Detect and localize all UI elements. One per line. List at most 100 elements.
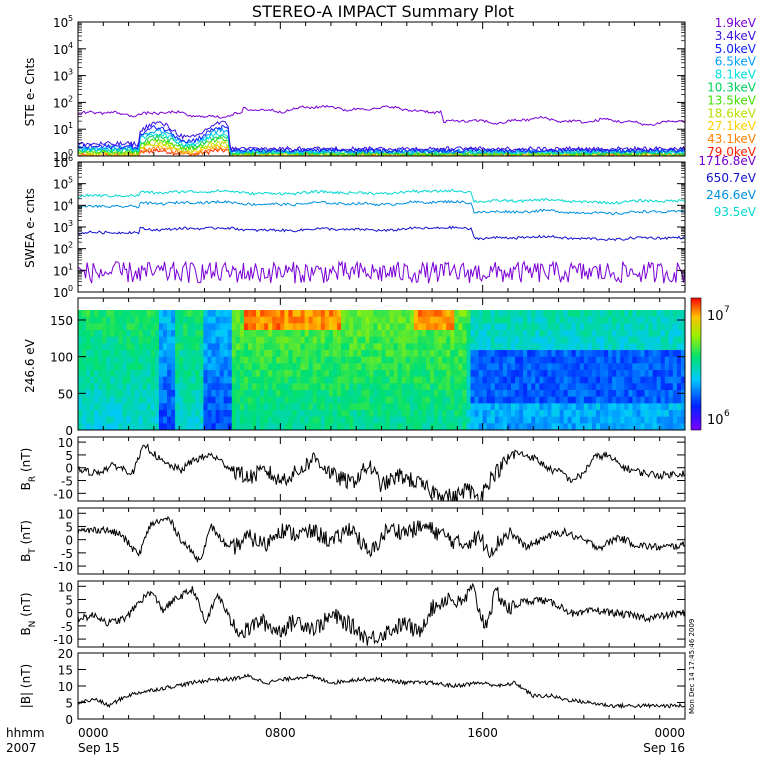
heatmap-cell (555, 330, 560, 338)
heatmap-cell (134, 403, 140, 411)
y-tick-label: -5 (61, 475, 73, 489)
heatmap-cell (466, 370, 471, 378)
heatmap-cell (162, 343, 168, 351)
heatmap-cell (211, 403, 216, 411)
heatmap-cell (207, 316, 212, 324)
heatmap-cell (316, 416, 322, 424)
heatmap-cell (369, 323, 374, 331)
heatmap-cell (519, 403, 524, 411)
heatmap-cell (146, 396, 152, 404)
heatmap-cell (369, 363, 374, 371)
heatmap-cell (567, 403, 573, 411)
heatmap-cell (361, 336, 366, 344)
heatmap-cell (199, 316, 204, 324)
heatmap-cell (551, 383, 556, 391)
heatmap-cell (377, 376, 382, 384)
heatmap-cell (377, 403, 382, 411)
heatmap-cell (539, 370, 544, 378)
heatmap-cell (349, 410, 354, 418)
heatmap-cell (264, 370, 269, 378)
heatmap-cell (640, 363, 645, 371)
heatmap-cell (575, 330, 581, 338)
heatmap-cell (519, 316, 524, 324)
heatmap-cell (401, 376, 407, 384)
heatmap-cell (676, 323, 682, 331)
heatmap-cell (539, 310, 544, 318)
heatmap-cell (264, 330, 269, 338)
heatmap-cell (175, 383, 180, 391)
heatmap-cell (397, 383, 403, 391)
heatmap-cell (353, 350, 358, 358)
heatmap-cell (490, 410, 496, 418)
heatmap-cell (235, 416, 241, 424)
heatmap-cell (187, 403, 192, 411)
heatmap-cell (134, 396, 140, 404)
heatmap-cell (591, 403, 597, 411)
heatmap-cell (494, 410, 500, 418)
heatmap-cell (571, 310, 577, 318)
heatmap-cell (612, 390, 617, 398)
heatmap-cell (203, 316, 208, 324)
heatmap-cell (494, 423, 500, 431)
heatmap-cell (474, 356, 480, 364)
heatmap-cell (336, 330, 342, 338)
heatmap-cell (551, 350, 556, 358)
heatmap-cell (676, 350, 682, 358)
heatmap-cell (567, 416, 573, 424)
heatmap-cell (162, 383, 168, 391)
heatmap-cell (531, 383, 536, 391)
heatmap-cell (179, 376, 184, 384)
heatmap-cell (377, 356, 382, 364)
heatmap-cell (211, 350, 216, 358)
heatmap-cell (579, 363, 585, 371)
heatmap-cell (106, 423, 111, 431)
time-tick-label: 0000 (78, 726, 109, 740)
heatmap-cell (486, 330, 492, 338)
heatmap-cell (247, 403, 253, 411)
heatmap-cell (284, 350, 289, 358)
heatmap-cell (604, 316, 609, 324)
heatmap-cell (430, 356, 435, 364)
heatmap-cell (260, 396, 265, 404)
heatmap-cell (648, 330, 654, 338)
heatmap-cell (215, 390, 221, 398)
heatmap-cell (82, 383, 87, 391)
heatmap-cell (316, 383, 322, 391)
heatmap-cell (458, 316, 463, 324)
heatmap-cell (490, 330, 496, 338)
heatmap-cell (656, 396, 662, 404)
heatmap-cell (231, 336, 237, 344)
heatmap-cell (94, 396, 99, 404)
heatmap-cell (531, 316, 536, 324)
heatmap-cell (154, 403, 160, 411)
heatmap-cell (450, 316, 455, 324)
heatmap-cell (312, 370, 318, 378)
ste-legend-entry: 43.1keV (707, 132, 757, 146)
heatmap-cell (223, 323, 229, 331)
heatmap-cell (223, 370, 229, 378)
heatmap-cell (195, 323, 200, 331)
heatmap-cell (215, 350, 221, 358)
heatmap-cell (636, 323, 641, 331)
heatmap-cell (664, 383, 670, 391)
heatmap-cell (571, 376, 577, 384)
heatmap-cell (191, 336, 196, 344)
heatmap-cell (446, 416, 451, 424)
heatmap-cell (604, 403, 609, 411)
ste-legend-entry: 13.5keV (707, 93, 757, 107)
heatmap-cell (397, 390, 403, 398)
heatmap-cell (640, 330, 645, 338)
heatmap-cell (636, 330, 641, 338)
heatmap-cell (579, 390, 585, 398)
heatmap-cell (636, 310, 641, 318)
heatmap-cell (183, 410, 188, 418)
heatmap-cell (118, 316, 123, 324)
heatmap-cell (421, 323, 427, 331)
heatmap-cell (624, 396, 629, 404)
heatmap-cell (308, 396, 314, 404)
heatmap-cell (660, 316, 666, 324)
heatmap-cell (207, 383, 212, 391)
heatmap-cell (571, 316, 577, 324)
heatmap-cell (446, 350, 451, 358)
heatmap-cell (397, 336, 403, 344)
